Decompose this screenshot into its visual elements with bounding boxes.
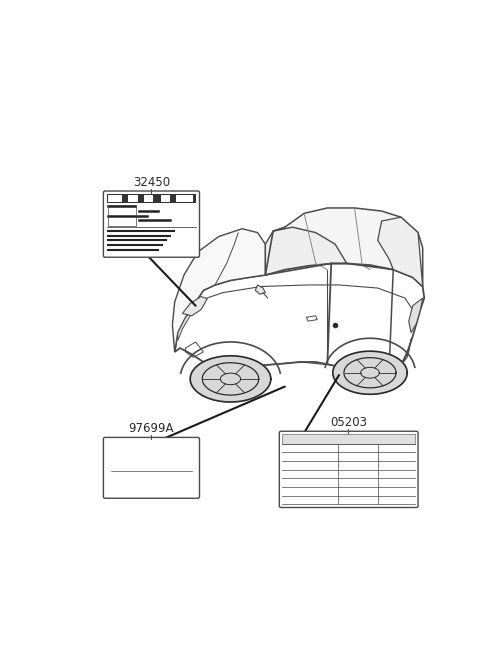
Text: 97699A: 97699A xyxy=(129,422,174,435)
Polygon shape xyxy=(378,217,423,286)
Polygon shape xyxy=(172,229,265,352)
Polygon shape xyxy=(265,208,423,286)
FancyBboxPatch shape xyxy=(103,191,200,257)
Text: 05203: 05203 xyxy=(330,416,367,429)
Polygon shape xyxy=(265,227,347,275)
Bar xyxy=(128,195,137,202)
Polygon shape xyxy=(333,351,407,394)
Polygon shape xyxy=(175,263,424,371)
Bar xyxy=(108,205,136,227)
Polygon shape xyxy=(182,297,207,316)
Bar xyxy=(176,195,193,202)
FancyBboxPatch shape xyxy=(103,438,200,498)
Polygon shape xyxy=(409,298,423,333)
FancyBboxPatch shape xyxy=(279,431,418,508)
Bar xyxy=(282,434,415,443)
Text: 32450: 32450 xyxy=(133,176,170,189)
Polygon shape xyxy=(190,356,271,402)
Bar xyxy=(108,195,122,202)
Polygon shape xyxy=(178,306,196,341)
Polygon shape xyxy=(255,285,265,294)
Bar xyxy=(144,195,153,202)
Bar xyxy=(107,194,196,203)
Bar xyxy=(161,195,170,202)
